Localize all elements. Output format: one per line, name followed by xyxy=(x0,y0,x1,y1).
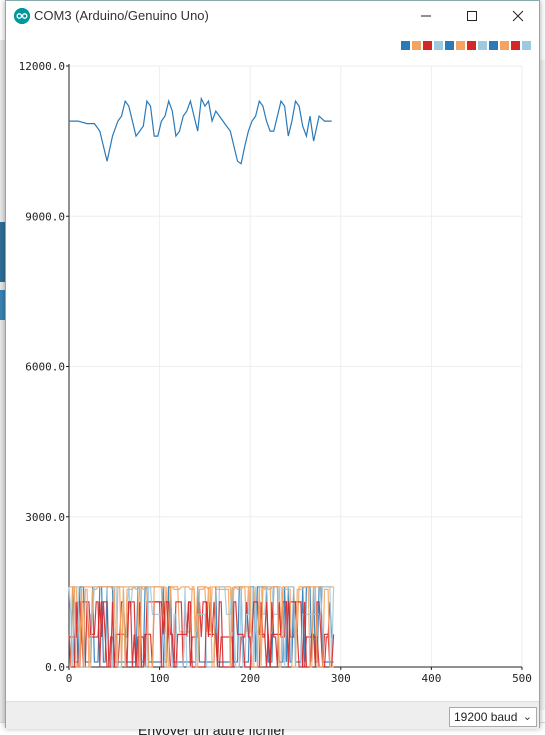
series-legend xyxy=(401,41,531,50)
legend-swatch xyxy=(456,41,465,50)
close-icon xyxy=(512,10,524,22)
legend-swatch xyxy=(478,41,487,50)
legend-swatch xyxy=(412,41,421,50)
status-bar: 19200 baud ⌄ xyxy=(6,701,539,729)
title-bar[interactable]: COM3 (Arduino/Genuino Uno) xyxy=(6,1,539,31)
baud-rate-select[interactable]: 19200 baud ⌄ xyxy=(449,707,537,727)
background-panel-edge xyxy=(0,222,6,282)
window-title: COM3 (Arduino/Genuino Uno) xyxy=(34,8,209,23)
background-left-strip xyxy=(0,40,6,730)
data-series-line xyxy=(68,601,335,668)
x-tick-label: 300 xyxy=(331,672,351,685)
x-tick-label: 400 xyxy=(421,672,441,685)
x-tick-label: 200 xyxy=(240,672,260,685)
maximize-icon xyxy=(467,11,477,21)
legend-swatch xyxy=(500,41,509,50)
baud-rate-value: 19200 baud xyxy=(454,710,518,724)
plot-area: 0.0 3000.0 6000.0 9000.0 12000.0 0 100 200 300 40… xyxy=(19,60,532,685)
legend-swatch xyxy=(434,41,443,50)
arduino-icon xyxy=(14,8,30,24)
close-button[interactable] xyxy=(495,1,541,31)
data-series-line xyxy=(69,96,332,165)
y-tick-label: 0.0 xyxy=(45,661,65,674)
background-panel-edge xyxy=(0,290,6,320)
chevron-down-icon: ⌄ xyxy=(522,711,532,723)
y-tick-label: 12000.0 xyxy=(19,60,65,73)
legend-swatch xyxy=(467,41,476,50)
legend-swatch xyxy=(522,41,531,50)
data-series-line xyxy=(69,585,334,668)
legend-swatch xyxy=(445,41,454,50)
x-tick-label: 100 xyxy=(150,672,170,685)
y-tick-label: 3000.0 xyxy=(25,511,65,524)
serial-plotter-window: COM3 (Arduino/Genuino Uno) 0.0 3000.0 6000… xyxy=(5,0,540,729)
background-right-strip xyxy=(539,60,545,710)
legend-swatch xyxy=(489,41,498,50)
x-tick-label: 500 xyxy=(512,672,532,685)
y-tick-label: 6000.0 xyxy=(25,361,65,374)
x-tick-label: 0 xyxy=(66,672,73,685)
legend-swatch xyxy=(401,41,410,50)
minimize-icon xyxy=(421,15,431,17)
y-tick-label: 9000.0 xyxy=(25,210,65,223)
maximize-button[interactable] xyxy=(449,1,495,31)
legend-swatch xyxy=(511,41,520,50)
minimize-button[interactable] xyxy=(403,1,449,31)
legend-swatch xyxy=(423,41,432,50)
